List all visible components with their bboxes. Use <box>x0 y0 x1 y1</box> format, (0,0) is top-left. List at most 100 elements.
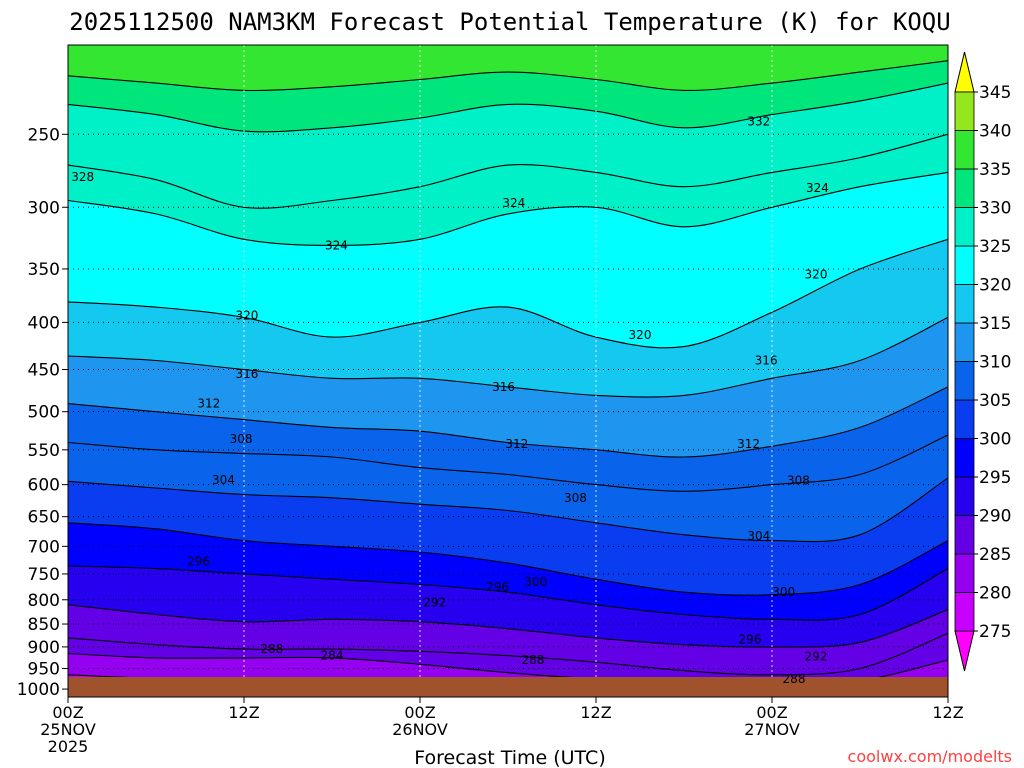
y-tick-label: 750 <box>28 565 60 585</box>
colorbar-top-arrow <box>954 51 975 93</box>
contour-label: 284 <box>321 649 344 663</box>
x-tick-label: 00Z <box>52 703 83 722</box>
x-axis-label: Forecast Time (UTC) <box>414 747 605 768</box>
colorbar-label: 285 <box>979 545 1011 565</box>
contour-label: 296 <box>187 554 210 568</box>
y-tick-label: 350 <box>28 260 60 280</box>
colorbar-label: 320 <box>979 276 1011 296</box>
contour-label: 296 <box>739 632 762 646</box>
contour-label: 320 <box>805 268 828 282</box>
y-tick-label: 700 <box>28 537 60 557</box>
y-tick-label: 500 <box>28 403 60 423</box>
x-tick-label: 12Z <box>580 703 611 722</box>
contour-label: 328 <box>71 170 94 184</box>
contour-label: 300 <box>524 575 547 589</box>
colorbar-label: 345 <box>979 83 1011 103</box>
contour-label: 332 <box>747 114 770 128</box>
contour-label: 324 <box>502 196 525 210</box>
contour-label: 312 <box>505 437 528 451</box>
isentrope-296k <box>68 565 948 621</box>
colorbar-label: 340 <box>979 122 1011 142</box>
x-tick-year: 2025 <box>48 737 89 756</box>
colorbar-swatch <box>954 438 975 478</box>
isentrope-336k <box>68 60 948 92</box>
y-tick-label: 400 <box>28 313 60 333</box>
y-tick-label: 550 <box>28 441 60 461</box>
contour-label: 320 <box>235 308 258 322</box>
colorbar-swatch <box>954 130 975 170</box>
contour-label: 296 <box>486 580 509 594</box>
y-tick-label: 850 <box>28 615 60 635</box>
contour-label: 292 <box>805 650 828 664</box>
y-tick-label: 250 <box>28 125 60 145</box>
colorbar-label: 330 <box>979 199 1011 219</box>
x-tick-date: 25NOV <box>40 720 96 739</box>
contour-label: 316 <box>492 380 515 394</box>
contour-label: 308 <box>787 474 810 488</box>
x-tick-label: 12Z <box>228 703 259 722</box>
x-tick-label: 00Z <box>756 703 787 722</box>
isentrope-332k <box>68 82 948 133</box>
isentrope-308k <box>68 434 948 492</box>
x-tick-date: 26NOV <box>392 720 448 739</box>
plot-area: 328 324 324 324 332 320 320 320 316 316 316 312 312 3… <box>68 45 948 697</box>
colorbar-label: 275 <box>979 622 1011 642</box>
contour-label: 304 <box>747 529 770 543</box>
contour-label: 324 <box>806 181 829 195</box>
colorbar-swatch <box>954 553 975 593</box>
plot-frame <box>67 44 949 698</box>
y-tick-label: 300 <box>28 198 60 218</box>
y-tick-label: 1000 <box>17 680 60 700</box>
ground-surface <box>68 677 948 697</box>
contour-label: 304 <box>212 473 235 487</box>
y-tick-label: 800 <box>28 591 60 611</box>
isentrope-312k <box>68 386 948 458</box>
contour-label-layer: 328 324 324 324 332 320 320 320 316 316 316 312 312 3… <box>71 114 829 686</box>
contour-label: 288 <box>783 672 806 686</box>
isentrope-304k <box>68 477 948 543</box>
colorbar-swatch <box>954 399 975 439</box>
contour-label: 312 <box>197 397 220 411</box>
colorbar-label: 325 <box>979 237 1011 257</box>
contour-label: 316 <box>235 367 258 381</box>
isentrope-288k <box>68 632 948 676</box>
contour-label: 316 <box>755 354 778 368</box>
colorbar-swatch <box>954 91 975 131</box>
colorbar-label: 335 <box>979 160 1011 180</box>
y-axis: 250 300 350 400 450 500 550 600 650 700 750 800 850 9… <box>17 125 68 700</box>
isentrope-328k <box>68 133 948 209</box>
colorbar-swatch <box>954 515 975 555</box>
isentrope-324k <box>68 171 948 246</box>
band-above-336k <box>68 45 948 91</box>
contour-label: 300 <box>772 585 795 599</box>
colorbar-label: 295 <box>979 468 1011 488</box>
colorbar-swatch <box>954 207 975 247</box>
colorbar-label: 310 <box>979 353 1011 373</box>
isentrope-300k <box>68 522 948 596</box>
contour-label: 320 <box>629 328 652 342</box>
contour-label: 288 <box>521 653 544 667</box>
colorbar-label: 315 <box>979 314 1011 334</box>
colorbar-label: 290 <box>979 507 1011 527</box>
y-tick-label: 900 <box>28 638 60 658</box>
colorbar-swatch <box>954 168 975 208</box>
colorbar-swatch <box>954 322 975 362</box>
isentrope-320k <box>68 238 948 349</box>
chart-title: 2025112500 NAM3KM Forecast Potential Tem… <box>69 8 950 36</box>
x-tick-label: 12Z <box>932 703 963 722</box>
contour-label: 308 <box>230 432 253 446</box>
colorbar-swatch <box>954 476 975 516</box>
credit-link[interactable]: coolwx.com/modelts <box>848 747 1012 766</box>
colorbar-label: 280 <box>979 584 1011 604</box>
contour-label: 292 <box>423 595 446 609</box>
contour-label: 308 <box>564 491 587 505</box>
y-tick-label: 600 <box>28 476 60 496</box>
contour-label: 324 <box>325 238 348 252</box>
y-tick-label: 950 <box>28 660 60 680</box>
x-tick-date: 27NOV <box>744 720 800 739</box>
colorbar-swatch <box>954 592 975 632</box>
colorbar-label: 300 <box>979 430 1011 450</box>
y-tick-label: 650 <box>28 508 60 528</box>
